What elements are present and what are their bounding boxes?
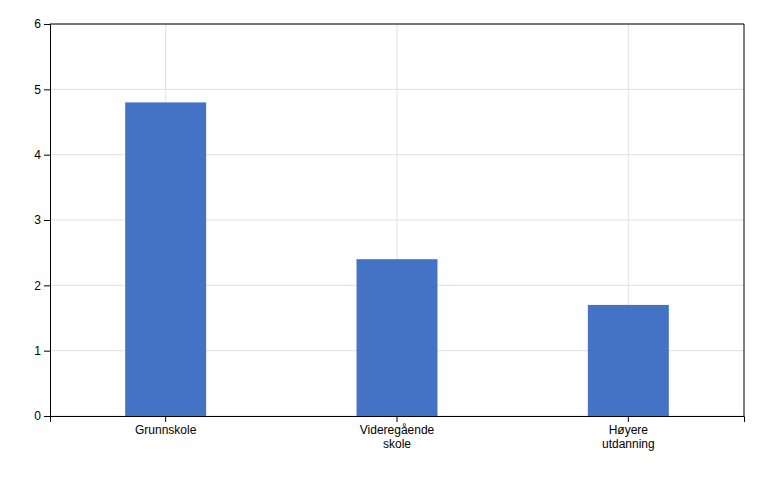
tick: 3 xyxy=(34,213,50,227)
bar xyxy=(588,305,669,416)
tick: Videregåendeskole xyxy=(360,416,435,451)
tick-mark xyxy=(44,24,50,25)
tick-mark xyxy=(44,89,50,90)
tick: 5 xyxy=(34,83,50,97)
tick-mark xyxy=(44,155,50,156)
axis-line xyxy=(44,25,51,417)
bar xyxy=(125,102,206,416)
tick-mark xyxy=(165,416,166,422)
tick-label: 6 xyxy=(34,17,41,31)
tick-mark xyxy=(44,285,50,286)
tick-label: 3 xyxy=(34,213,41,227)
tick-mark xyxy=(628,416,629,422)
tick-label: Grunnskole xyxy=(135,423,197,437)
x-axis: Grunnskole Videregåendeskole Høyereutdanni… xyxy=(51,416,745,451)
tick-label: 1 xyxy=(34,344,41,358)
tick: Grunnskole xyxy=(135,416,197,437)
tick-label: 4 xyxy=(34,148,41,162)
grid xyxy=(50,24,744,416)
bar xyxy=(357,259,438,416)
tick-mark xyxy=(44,220,50,221)
tick: 0 xyxy=(34,409,50,423)
bars xyxy=(125,102,669,416)
tick-mark xyxy=(397,416,398,422)
tick-mark xyxy=(44,416,50,417)
plot: 0 1 2 3 4 5 6 Grunnskole Videregåendeskole Høyere… xyxy=(34,17,744,451)
tick: 2 xyxy=(34,279,50,293)
tick: Høyereutdanning xyxy=(602,416,655,451)
chart: 0 1 2 3 4 5 6 Grunnskole Videregåendeskole Høyere… xyxy=(0,0,768,480)
tick: 4 xyxy=(34,148,50,162)
tick-mark xyxy=(44,351,50,352)
tick-label: 0 xyxy=(34,409,41,423)
tick: 1 xyxy=(34,344,50,358)
frame xyxy=(50,24,744,416)
tick-label: Høyereutdanning xyxy=(602,423,655,451)
axis-line xyxy=(51,417,745,423)
tick-label: 2 xyxy=(34,279,41,293)
tick: 6 xyxy=(34,17,50,31)
tick-label: Videregåendeskole xyxy=(360,423,435,451)
y-axis: 0 1 2 3 4 5 6 xyxy=(34,17,50,423)
tick-label: 5 xyxy=(34,83,41,97)
